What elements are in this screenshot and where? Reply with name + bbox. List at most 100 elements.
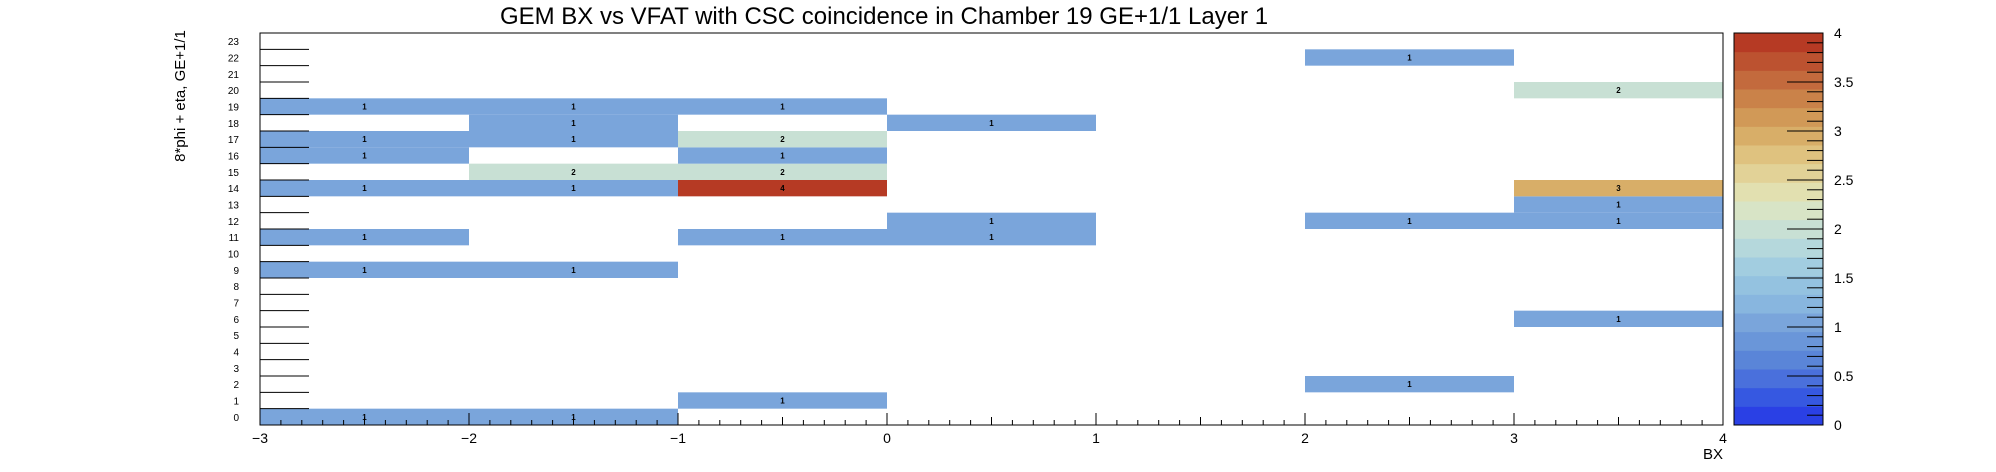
x-tick-label: −2 (461, 430, 477, 446)
heatmap-cell (1305, 376, 1514, 393)
cell-value-label: 1 (780, 152, 785, 161)
heatmap-cell (1514, 196, 1723, 213)
y-tick-label: 4 (233, 348, 239, 359)
y-tick-label: 8 (233, 282, 239, 293)
cell-value-label: 1 (362, 152, 367, 161)
heatmap-cell (887, 229, 1096, 246)
x-axis-title: BX (1703, 446, 1723, 463)
y-tick-label: 9 (233, 266, 239, 277)
y-tick-label: 1 (233, 397, 239, 408)
cell-value-label: 1 (989, 233, 994, 242)
cell-value-label: 1 (362, 233, 367, 242)
color-scale: 0 0.5 1 1.5 2 2.5 3 3.5 4 (1733, 25, 1854, 433)
y-tick-label: 11 (229, 233, 240, 244)
cell-value-label: 2 (1616, 86, 1621, 95)
color-scale-swatch (1734, 126, 1823, 146)
heatmap-cell (260, 98, 469, 115)
heatmap-cell (260, 408, 469, 425)
y-tick-label: 5 (233, 331, 239, 342)
color-scale-swatch (1734, 275, 1823, 295)
heatmap-cell (1305, 212, 1514, 229)
heatmap-cell (678, 147, 887, 164)
cell-value-label: 2 (780, 135, 785, 144)
cell-value-label: 1 (1616, 315, 1621, 324)
heatmap-cells (260, 49, 1723, 425)
cell-value-label: 4 (780, 184, 785, 193)
cell-value-label: 1 (362, 103, 367, 112)
cell-value-label: 1 (571, 266, 576, 275)
heatmap-cell (887, 114, 1096, 131)
cell-value-label: 2 (780, 168, 785, 177)
color-scale-swatch (1734, 406, 1823, 426)
x-tick-label: −3 (252, 430, 268, 446)
cell-value-label: 1 (780, 397, 785, 406)
color-scale-label: 0.5 (1834, 368, 1854, 384)
cell-value-label: 1 (571, 119, 576, 128)
x-axis: −3 −2 −1 0 1 2 3 4 (252, 413, 1727, 446)
heatmap-cell (260, 147, 469, 164)
heatmap-cell (678, 180, 887, 197)
cell-value-label: 1 (571, 103, 576, 112)
heatmap-cell (678, 98, 887, 115)
heatmap-cell (469, 408, 678, 425)
color-scale-swatch (1734, 182, 1823, 202)
heatmap-cell (469, 261, 678, 278)
cell-value-label: 1 (1407, 217, 1412, 226)
y-tick-label: 17 (228, 135, 240, 146)
color-scale-swatch (1734, 331, 1823, 351)
color-scale-swatch (1734, 89, 1823, 109)
heatmap-cell (887, 212, 1096, 229)
cell-value-label: 1 (362, 184, 367, 193)
y-tick-label: 13 (228, 201, 240, 212)
cell-value-label: 1 (362, 266, 367, 275)
heatmap-cell (260, 261, 469, 278)
color-scale-label: 1 (1834, 319, 1842, 335)
color-scale-swatch (1734, 51, 1823, 71)
color-scale-swatch (1734, 387, 1823, 407)
cell-value-label: 2 (571, 168, 576, 177)
color-scale-swatch (1734, 238, 1823, 258)
x-tick-label: 4 (1719, 430, 1727, 446)
y-axis-title: 8*phi + eta, GE+1/1 (172, 30, 189, 162)
y-tick-label: 22 (228, 54, 240, 65)
heatmap-cell (469, 98, 678, 115)
color-scale-swatch (1734, 350, 1823, 370)
y-tick-label: 12 (228, 217, 240, 228)
cell-value-label: 1 (1616, 217, 1621, 226)
color-scale-label: 0 (1834, 417, 1842, 433)
heatmap-cell (1305, 49, 1514, 66)
color-scale-label: 4 (1834, 25, 1842, 41)
y-tick-label: 10 (228, 250, 240, 261)
color-scale-swatch (1734, 201, 1823, 221)
y-tick-label: 3 (233, 364, 239, 375)
color-scale-swatch (1734, 107, 1823, 127)
color-scale-label: 3 (1834, 123, 1842, 139)
color-scale-swatch (1734, 219, 1823, 239)
x-tick-label: −1 (670, 430, 686, 446)
y-tick-label: 15 (228, 168, 240, 179)
x-tick-label: 2 (1301, 430, 1309, 446)
color-scale-swatch (1734, 369, 1823, 389)
cell-value-label: 1 (1407, 54, 1412, 63)
color-scale-swatch (1734, 33, 1823, 53)
y-tick-label: 7 (233, 299, 239, 310)
heatmap-cell (260, 180, 469, 197)
cell-value-label: 1 (780, 103, 785, 112)
heatmap-cell (678, 392, 887, 409)
color-scale-swatch (1734, 145, 1823, 165)
plot-frame (259, 32, 1724, 426)
x-tick-label: 0 (883, 430, 891, 446)
heatmap-cell (1514, 212, 1723, 229)
color-scale-label: 3.5 (1834, 74, 1854, 90)
heatmap-cell (1514, 82, 1723, 99)
cell-value-label: 1 (362, 135, 367, 144)
cell-value-label: 1 (989, 217, 994, 226)
heatmap-cell (678, 229, 887, 246)
y-tick-label: 0 (233, 413, 239, 424)
heatmap-cell (469, 131, 678, 148)
heatmap-cell (1514, 180, 1723, 197)
y-tick-label: 20 (228, 86, 240, 97)
color-scale-swatch (1734, 294, 1823, 314)
